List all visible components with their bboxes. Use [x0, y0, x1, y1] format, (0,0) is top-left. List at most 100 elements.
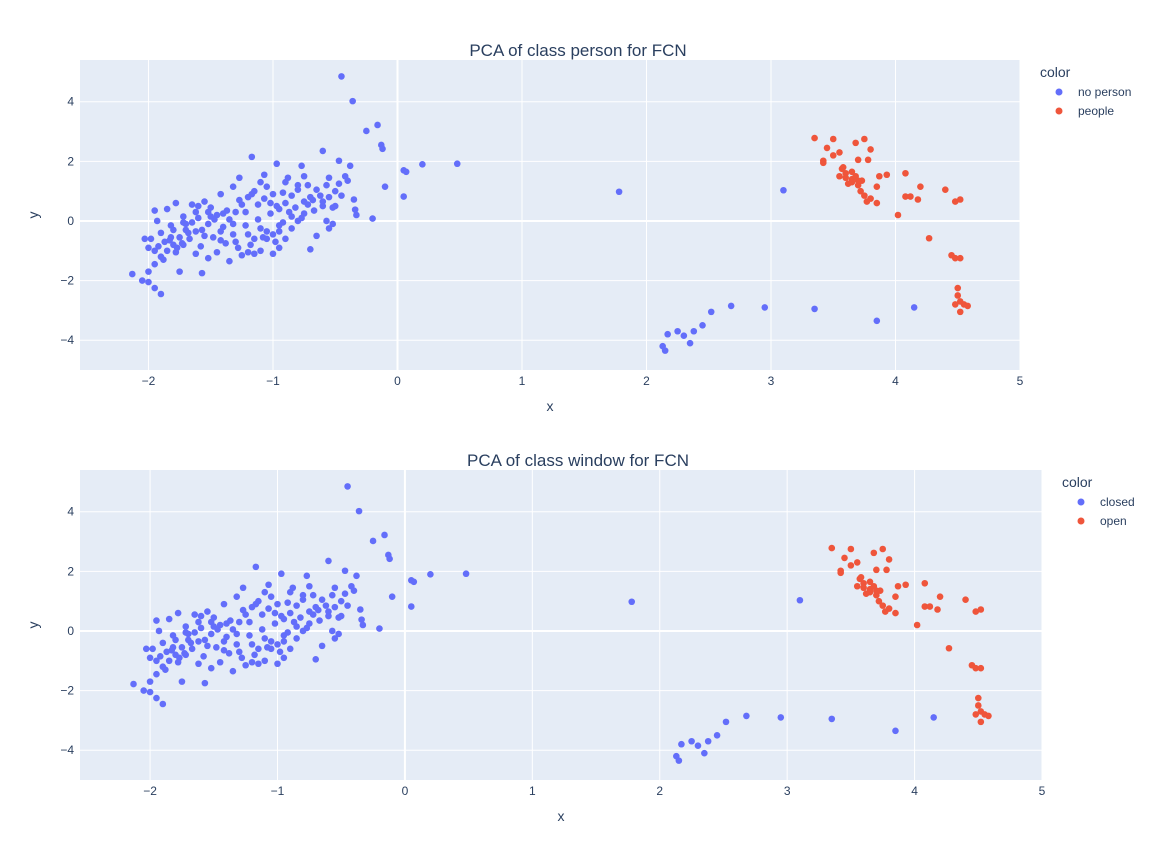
point-no-person[interactable] — [690, 327, 698, 335]
point-no-person[interactable] — [188, 201, 196, 208]
point-closed[interactable] — [153, 617, 160, 624]
point-no-person[interactable] — [155, 242, 162, 250]
point-closed[interactable] — [246, 618, 253, 626]
point-closed[interactable] — [142, 645, 150, 653]
point-no-person[interactable] — [186, 235, 193, 243]
point-open[interactable] — [926, 603, 934, 610]
point-closed[interactable] — [312, 655, 320, 663]
point-closed[interactable] — [274, 660, 281, 668]
point-no-person[interactable] — [363, 127, 370, 135]
point-closed[interactable] — [163, 648, 170, 656]
point-open[interactable] — [894, 582, 902, 590]
point-closed[interactable] — [267, 638, 275, 645]
point-no-person[interactable] — [128, 270, 136, 278]
point-closed[interactable] — [325, 557, 332, 565]
point-people[interactable] — [867, 146, 874, 153]
point-no-person[interactable] — [163, 205, 171, 213]
point-people[interactable] — [894, 211, 902, 219]
point-open[interactable] — [862, 590, 870, 598]
point-closed[interactable] — [146, 654, 154, 662]
point-no-person[interactable] — [273, 160, 281, 168]
point-no-person[interactable] — [269, 250, 277, 258]
point-closed[interactable] — [248, 641, 256, 648]
point-no-person[interactable] — [307, 245, 314, 253]
point-closed[interactable] — [359, 621, 367, 629]
point-people[interactable] — [876, 172, 883, 180]
point-no-person[interactable] — [292, 204, 299, 211]
point-closed[interactable] — [331, 603, 339, 611]
point-closed[interactable] — [331, 584, 339, 592]
point-no-person[interactable] — [811, 305, 818, 313]
point-no-person[interactable] — [226, 216, 233, 223]
legend-label-people[interactable]: people — [1078, 104, 1114, 118]
point-no-person[interactable] — [298, 162, 305, 170]
point-no-person[interactable] — [369, 215, 376, 222]
point-closed[interactable] — [341, 567, 349, 575]
point-no-person[interactable] — [151, 284, 159, 292]
point-no-person[interactable] — [213, 248, 221, 256]
point-no-person[interactable] — [251, 250, 258, 258]
point-closed[interactable] — [204, 642, 211, 650]
point-no-person[interactable] — [145, 244, 152, 252]
point-closed[interactable] — [210, 623, 218, 630]
point-closed[interactable] — [188, 645, 196, 653]
legend-marker-closed[interactable] — [1077, 498, 1085, 506]
point-closed[interactable] — [713, 731, 721, 739]
point-people[interactable] — [857, 187, 864, 195]
point-no-person[interactable] — [275, 244, 283, 252]
point-closed[interactable] — [252, 563, 260, 571]
point-closed[interactable] — [796, 596, 804, 604]
point-closed[interactable] — [306, 582, 313, 590]
point-no-person[interactable] — [151, 260, 159, 268]
point-people[interactable] — [844, 180, 852, 188]
point-no-person[interactable] — [170, 226, 177, 234]
point-people[interactable] — [854, 177, 862, 185]
point-no-person[interactable] — [267, 199, 274, 207]
point-no-person[interactable] — [172, 199, 180, 207]
point-people[interactable] — [883, 171, 891, 179]
point-closed[interactable] — [233, 630, 241, 638]
point-closed[interactable] — [213, 644, 220, 651]
point-no-person[interactable] — [161, 238, 168, 246]
point-no-person[interactable] — [453, 160, 461, 168]
point-closed[interactable] — [235, 648, 243, 656]
point-no-person[interactable] — [194, 214, 202, 222]
point-closed[interactable] — [357, 606, 364, 613]
point-no-person[interactable] — [282, 199, 289, 207]
point-closed[interactable] — [182, 623, 190, 630]
point-closed[interactable] — [675, 757, 683, 764]
point-people[interactable] — [873, 183, 881, 190]
point-no-person[interactable] — [242, 222, 249, 229]
point-closed[interactable] — [220, 600, 228, 608]
point-no-person[interactable] — [163, 247, 171, 255]
point-no-person[interactable] — [145, 268, 152, 275]
point-no-person[interactable] — [353, 211, 360, 219]
point-closed[interactable] — [261, 635, 269, 642]
point-closed[interactable] — [462, 570, 470, 578]
point-no-person[interactable] — [192, 208, 200, 216]
point-no-person[interactable] — [338, 192, 345, 199]
point-closed[interactable] — [274, 641, 281, 648]
point-no-person[interactable] — [207, 213, 215, 220]
point-closed[interactable] — [233, 593, 241, 600]
point-no-person[interactable] — [229, 220, 237, 228]
point-no-person[interactable] — [188, 219, 196, 226]
point-closed[interactable] — [892, 727, 899, 735]
point-open[interactable] — [974, 702, 982, 709]
point-no-person[interactable] — [269, 231, 277, 238]
point-open[interactable] — [972, 664, 980, 672]
point-closed[interactable] — [280, 654, 288, 662]
point-open[interactable] — [875, 597, 883, 605]
point-no-person[interactable] — [232, 238, 239, 246]
point-closed[interactable] — [239, 584, 247, 592]
point-closed[interactable] — [265, 605, 272, 612]
point-no-person[interactable] — [325, 225, 333, 232]
point-no-person[interactable] — [313, 186, 320, 193]
point-people[interactable] — [864, 156, 872, 164]
point-closed[interactable] — [369, 537, 377, 545]
point-open[interactable] — [921, 603, 929, 610]
point-open[interactable] — [962, 596, 969, 603]
point-no-person[interactable] — [263, 228, 271, 235]
point-closed[interactable] — [178, 678, 186, 685]
point-no-person[interactable] — [226, 257, 233, 265]
